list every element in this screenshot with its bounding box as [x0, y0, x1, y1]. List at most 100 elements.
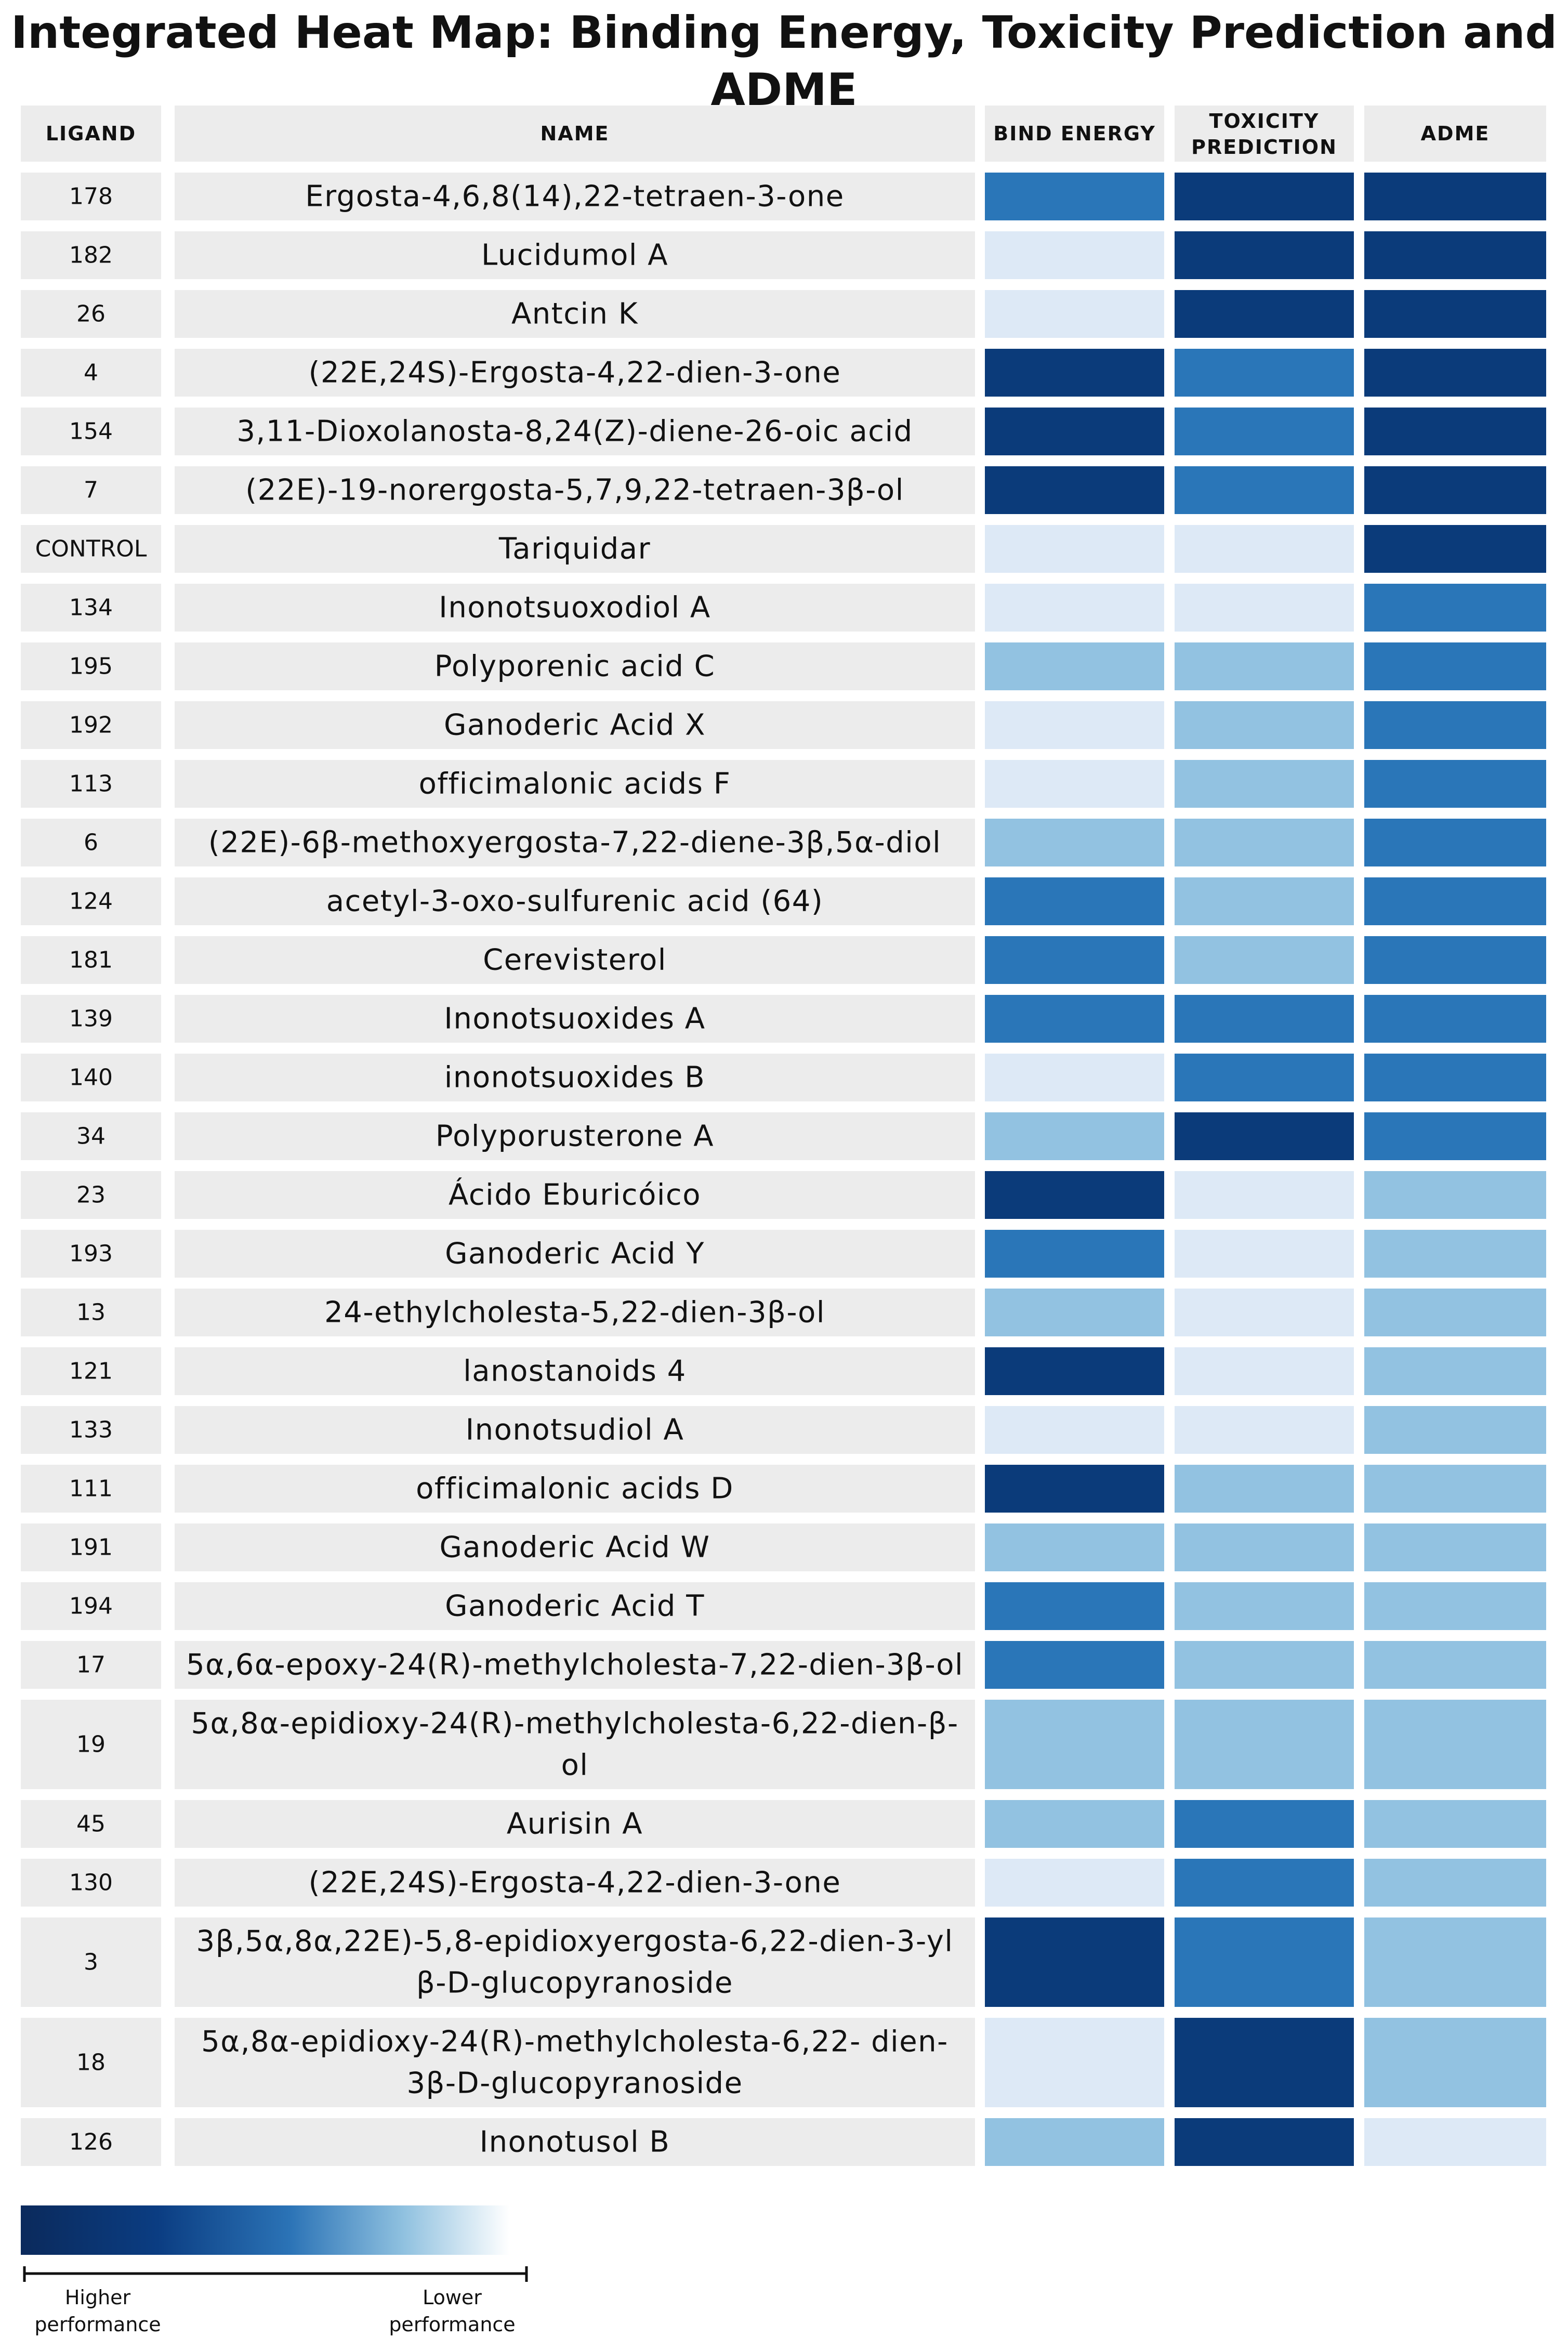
- heat-cell: [985, 995, 1164, 1043]
- legend-gradient-bar: [21, 2205, 509, 2255]
- ligand-id: 111: [69, 1476, 113, 1502]
- name-cell: [175, 1289, 975, 1336]
- heat-cell: [1364, 1859, 1546, 1907]
- ligand-id: 124: [69, 888, 113, 915]
- compound-name: Inonotsuoxides A: [444, 1002, 705, 1036]
- heat-cell: [1175, 525, 1354, 573]
- heat-cell: [985, 1523, 1164, 1571]
- ligand-id: 18: [76, 2050, 106, 2076]
- heat-cell: [1364, 1171, 1546, 1219]
- heat-cell: [1175, 1523, 1354, 1571]
- name-cell: [175, 819, 975, 866]
- compound-name: Aurisin A: [507, 1807, 643, 1841]
- heat-cell: [985, 2118, 1164, 2166]
- ligand-id: 195: [69, 653, 113, 680]
- name-cell: [175, 936, 975, 984]
- ligand-cell: [21, 701, 161, 749]
- ligand-id: 140: [69, 1065, 113, 1091]
- compound-name: Polyporusterone A: [436, 1120, 714, 1153]
- ligand-id: 23: [76, 1182, 106, 1209]
- ligand-cell: [21, 1700, 161, 1789]
- ligand-cell: [21, 1641, 161, 1689]
- heat-cell: [1175, 995, 1354, 1043]
- heat-cell: [1175, 466, 1354, 514]
- name-cell: [175, 2018, 975, 2107]
- ligand-id: 26: [76, 301, 106, 327]
- name-cell: [175, 1054, 975, 1101]
- compound-name: 5α,6α-epoxy-24(R)-methylcholesta-7,22-di…: [186, 1648, 964, 1682]
- heat-cell: [1364, 1289, 1546, 1336]
- heat-cell: [1364, 1347, 1546, 1395]
- name-cell: [175, 701, 975, 749]
- name-cell: [175, 760, 975, 808]
- ligand-id: 4: [84, 360, 98, 386]
- name-cell: [175, 1230, 975, 1278]
- heat-cell: [1364, 1700, 1546, 1789]
- heat-cell: [1364, 466, 1546, 514]
- heat-cell: [1175, 1700, 1354, 1789]
- heat-cell: [1364, 877, 1546, 925]
- heat-cell: [985, 1230, 1164, 1278]
- heat-cell: [1175, 2118, 1354, 2166]
- compound-name: 24-ethylcholesta-5,22-dien-3β-ol: [324, 1296, 825, 1330]
- heat-cell: [1364, 1523, 1546, 1571]
- heat-cell: [985, 2018, 1164, 2107]
- heat-cell: [1175, 1641, 1354, 1689]
- header-cell: [985, 106, 1164, 162]
- ligand-id: 6: [84, 830, 98, 856]
- name-cell: [175, 995, 975, 1043]
- column-header-label: BIND ENERGY: [993, 122, 1156, 145]
- heat-cell: [985, 173, 1164, 220]
- ligand-cell: [21, 408, 161, 455]
- heat-cell: [1364, 1800, 1546, 1848]
- compound-name: Inonotusol B: [480, 2125, 670, 2159]
- ligand-cell: [21, 525, 161, 573]
- heat-cell: [985, 466, 1164, 514]
- chart-title: Integrated Heat Map: Binding Energy, Tox…: [10, 7, 1558, 116]
- name-cell: [175, 1917, 975, 2007]
- heat-cell: [985, 1112, 1164, 1160]
- heat-cell: [1175, 1800, 1354, 1848]
- name-cell: [175, 1171, 975, 1219]
- column-header-label: NAME: [541, 122, 610, 145]
- heat-cell: [985, 1917, 1164, 2007]
- heat-cell: [1175, 701, 1354, 749]
- heat-cell: [985, 1800, 1164, 1848]
- ligand-id: 191: [69, 1534, 113, 1561]
- legend-high-label: Higher: [65, 2286, 131, 2309]
- heat-cell: [1364, 173, 1546, 220]
- ligand-cell: [21, 819, 161, 866]
- legend-low-label: Lower: [423, 2286, 482, 2309]
- heat-cell: [985, 1582, 1164, 1630]
- heat-cell: [1364, 1054, 1546, 1101]
- compound-name: officimalonic acids F: [419, 767, 731, 801]
- ligand-cell: [21, 1406, 161, 1454]
- header-cell: [1364, 106, 1546, 162]
- ligand-cell: [21, 936, 161, 984]
- heat-cell: [1364, 2118, 1546, 2166]
- heat-cell: [1175, 760, 1354, 808]
- heat-cell: [1175, 2018, 1354, 2107]
- heat-cell: [1364, 525, 1546, 573]
- ligand-id: 181: [69, 947, 113, 974]
- header-cell: [1175, 106, 1354, 162]
- compound-name: officimalonic acids D: [416, 1472, 734, 1506]
- ligand-id: 182: [69, 242, 113, 269]
- ligand-cell: [21, 466, 161, 514]
- compound-name: (22E)-6β-methoxyergosta-7,22-diene-3β,5α…: [208, 826, 941, 860]
- legend-high-label: performance: [34, 2313, 161, 2336]
- ligand-id: 134: [69, 595, 113, 621]
- name-cell: [175, 1347, 975, 1395]
- compound-name: Ganoderic Acid T: [445, 1590, 705, 1623]
- heat-cell: [985, 1171, 1164, 1219]
- heat-cell: [985, 642, 1164, 690]
- name-cell: [175, 877, 975, 925]
- ligand-id: 7: [84, 477, 98, 504]
- heat-cell: [985, 349, 1164, 397]
- heat-cell: [1175, 642, 1354, 690]
- ligand-cell: [21, 1859, 161, 1907]
- compound-name: Polyporenic acid C: [434, 650, 716, 684]
- ligand-cell: [21, 1582, 161, 1630]
- compound-name: Inonotsudiol A: [466, 1413, 684, 1447]
- name-cell: [175, 525, 975, 573]
